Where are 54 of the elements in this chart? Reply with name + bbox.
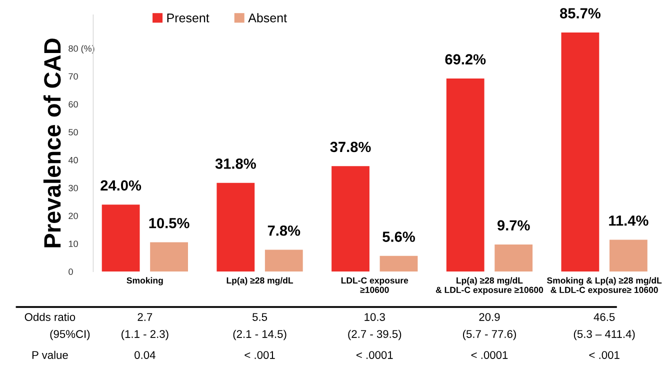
data-label: 85.7% — [560, 8, 600, 18]
y-tick-label: 30 — [68, 184, 78, 192]
bar — [102, 204, 140, 272]
data-label: 9.7% — [497, 220, 530, 231]
text: (1.1 - 2.3) — [122, 330, 168, 340]
data-label: 5.6% — [382, 232, 415, 242]
bar — [561, 32, 600, 272]
bar — [150, 242, 188, 272]
x-tick-label: Lp(a) ≥28 mg/dL & LDL-C exposure ≥10600 — [436, 277, 544, 295]
text: 5.5 — [252, 313, 268, 321]
x-tick-label: Lp(a) ≥28 mg/dL — [226, 277, 294, 286]
text: P value — [32, 350, 68, 359]
text: (5.3 – 411.4) — [574, 330, 635, 340]
text: Odds ratio — [24, 312, 76, 321]
text: 0.04 — [134, 351, 156, 359]
data-label: 7.8% — [268, 225, 300, 236]
y-tick-label: 0 — [68, 268, 73, 275]
y-axis-title: Prevalence of CAD — [43, 38, 61, 248]
bar — [264, 250, 303, 272]
y-tick-label: 70 — [68, 73, 78, 80]
text: < .001 — [244, 351, 275, 359]
text: < .0001 — [471, 351, 508, 359]
y-tick-label: 50 — [68, 129, 78, 136]
bar — [446, 78, 484, 272]
bar — [332, 166, 370, 272]
y-tick-label: 60 — [68, 101, 78, 108]
x-tick-label: Smoking — [126, 277, 163, 286]
text: (5.7 - 77.6) — [462, 330, 516, 340]
text: 10.3 — [364, 313, 385, 321]
text: 20.9 — [479, 313, 500, 321]
data-label: 11.4% — [609, 215, 648, 226]
bar — [216, 182, 255, 272]
text: < .001 — [589, 351, 620, 359]
x-tick-label: Smoking & Lp(a) ≥28 mg/dL & LDL-C exposure≥ 10600 — [547, 277, 662, 295]
y-tick-label: 40 — [68, 156, 78, 164]
y-tick-label: 10 — [68, 240, 78, 248]
data-label: 24.0% — [100, 180, 142, 191]
x-tick-label: LDL-C exposure ≥10600 — [341, 277, 408, 293]
data-label: 69.2% — [445, 54, 486, 64]
text: (2.1 - 14.5) — [233, 330, 286, 340]
legend-label: Absent — [248, 13, 287, 22]
text: 46.5 — [594, 313, 615, 321]
bar — [380, 256, 418, 272]
text: < .0001 — [356, 351, 393, 359]
data-label: 31.8% — [215, 158, 256, 169]
data-label: 10.5% — [149, 218, 190, 228]
y-tick-label: 20 — [68, 212, 78, 220]
data-label: 37.8% — [330, 142, 371, 152]
text: (95%CI) — [50, 330, 90, 340]
bar — [494, 244, 533, 272]
text: (2.7 - 39.5) — [348, 330, 402, 340]
legend-label: Present — [167, 14, 210, 22]
bar — [609, 240, 648, 272]
text: 2.7 — [138, 313, 152, 321]
